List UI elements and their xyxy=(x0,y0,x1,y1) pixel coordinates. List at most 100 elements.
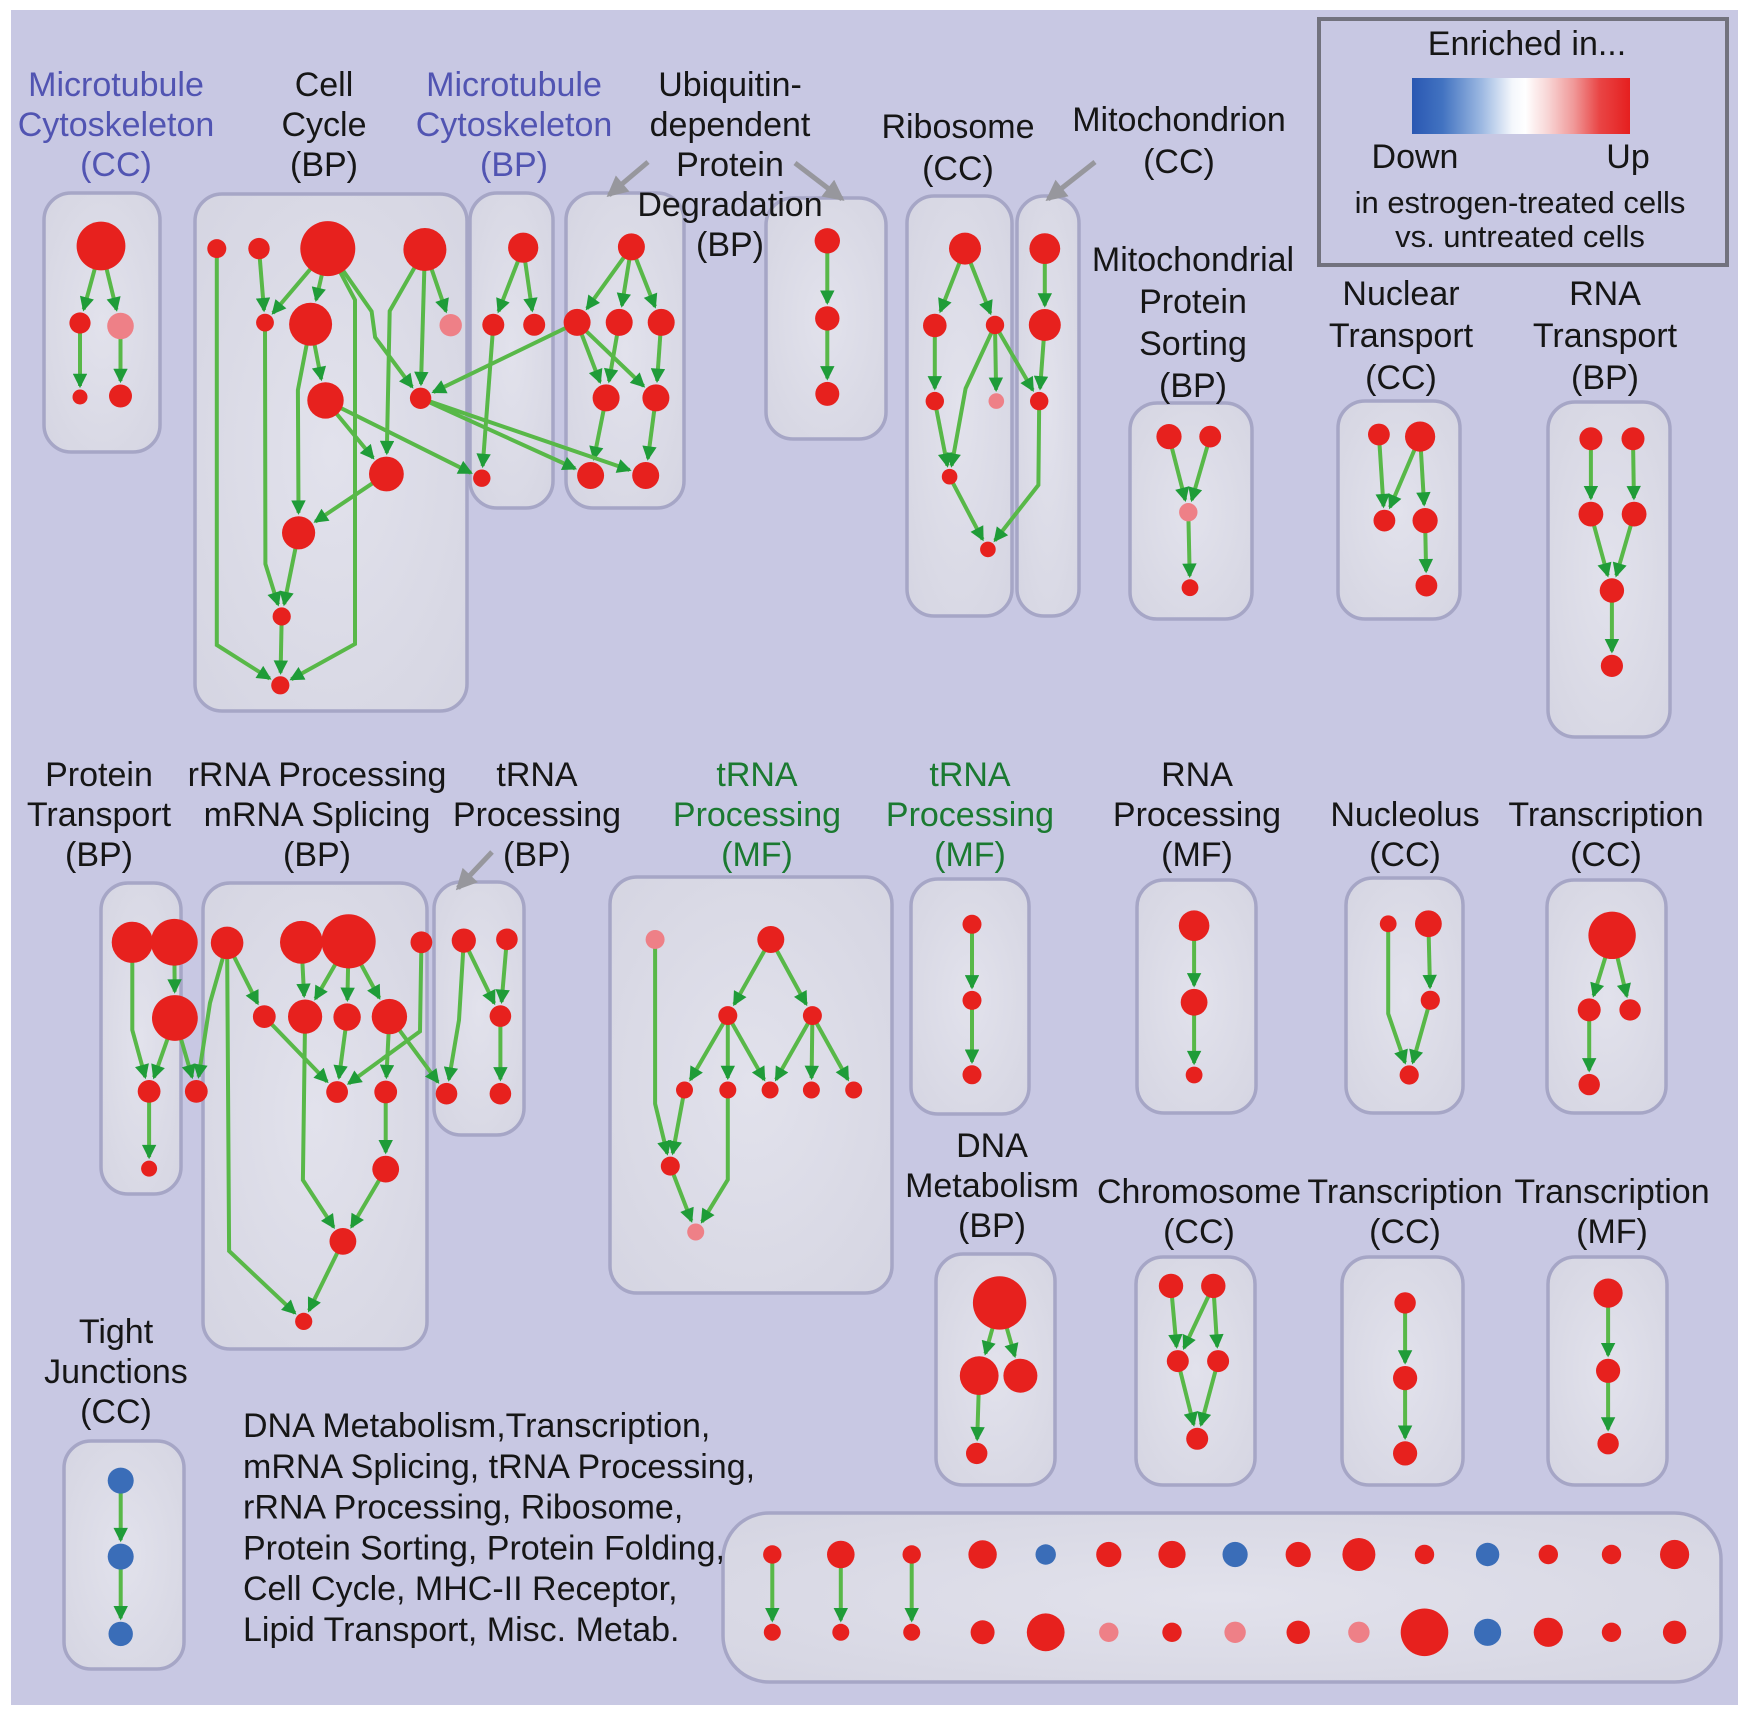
node-ub3l-red xyxy=(592,384,620,412)
node-tj1-blue xyxy=(107,1467,134,1494)
node-rr9-red xyxy=(326,1081,348,1103)
node-nu2-red xyxy=(1415,910,1442,938)
nodes-layer xyxy=(69,221,1690,1657)
node-mi3-red xyxy=(1030,391,1049,411)
cluster-label-line: mRNA Splicing xyxy=(204,796,431,834)
node-nt4-red xyxy=(1412,507,1438,534)
node-tm9-red xyxy=(845,1081,863,1099)
cluster-label-tc: Transcription(CC) xyxy=(1508,796,1703,874)
node-ch4-red xyxy=(1207,1350,1230,1373)
node-ch3-red xyxy=(1166,1350,1189,1373)
legend-up-label: Up xyxy=(1606,138,1649,176)
edge-nu3-nu4 xyxy=(1409,999,1433,1065)
node-tm3-red xyxy=(718,1006,738,1026)
node-tb4-red xyxy=(435,1082,458,1105)
cluster-label-line: RNA xyxy=(1569,275,1641,313)
cluster-label-line: Protein xyxy=(45,756,153,794)
node-bm9b-red xyxy=(1286,1620,1310,1645)
cluster-label-line: Mitochondrial xyxy=(1092,241,1294,279)
edge-rr4-rr9 xyxy=(346,942,424,1086)
node-rb4-red xyxy=(925,391,944,411)
cluster-label-line: Cycle xyxy=(281,106,366,144)
node-cc2-red xyxy=(248,237,270,260)
node-ub2l-red xyxy=(563,308,591,336)
node-rr8-red xyxy=(371,998,408,1035)
misc-category-text-line: Lipid Transport, Misc. Metab. xyxy=(243,1611,680,1649)
cluster-label-line: Chromosome xyxy=(1097,1173,1301,1211)
node-bm6b-pink xyxy=(1099,1622,1119,1643)
node-rp3-red xyxy=(1185,1066,1203,1084)
node-pt3-red xyxy=(152,995,198,1041)
cluster-label-rt: RNA Transport (BP) xyxy=(1533,275,1678,397)
cluster-label-line: (CC) xyxy=(1570,836,1642,874)
node-mc5-red xyxy=(109,384,132,408)
cluster-label-ub: Ubiquitin-dependentProteinDegradation(BP… xyxy=(637,66,822,264)
edge-cc6-cc11 xyxy=(291,323,313,515)
node-tc3-red xyxy=(1619,999,1641,1021)
edge-cc3-cc13 xyxy=(289,247,357,681)
cluster-label-line: Processing xyxy=(453,796,621,834)
node-dm4-red xyxy=(966,1442,988,1465)
node-ts1-red xyxy=(962,914,982,934)
misc-category-text-line: mRNA Splicing, tRNA Processing, xyxy=(243,1448,755,1486)
cluster-box-rt xyxy=(1546,400,1672,739)
node-tm6-red xyxy=(719,1081,737,1099)
cluster-label-line: Ribosome xyxy=(881,108,1034,146)
edge-tm4-tm8 xyxy=(804,1015,819,1081)
cluster-label-line: DNA xyxy=(956,1127,1028,1165)
node-bm10b-pink xyxy=(1348,1621,1370,1644)
cluster-label-line: (MF) xyxy=(934,836,1006,874)
node-mi1-red xyxy=(1029,233,1061,264)
node-nt2-red xyxy=(1405,421,1436,452)
node-nu3-red xyxy=(1420,990,1440,1010)
node-tj2-blue xyxy=(107,1543,134,1570)
node-ch1-red xyxy=(1158,1273,1184,1299)
cluster-label-line: Tight xyxy=(79,1313,154,1351)
cluster-labels-layer: MicrotubuleCytoskeleton(CC)CellCycle(BP)… xyxy=(18,66,1710,1431)
edge-tm3-tm5 xyxy=(688,1014,730,1082)
node-tm7-red xyxy=(761,1081,779,1099)
cluster-label-line: (BP) xyxy=(503,836,571,874)
edge-nu1-nu4 xyxy=(1386,923,1408,1065)
cluster-label-rb: Ribosome (CC) xyxy=(881,108,1034,188)
node-bm14t-red xyxy=(1601,1544,1622,1565)
cluster-label-line: tRNA xyxy=(496,756,578,794)
node-ub2m-red xyxy=(605,308,633,336)
node-bm5b-red xyxy=(1026,1613,1065,1652)
cluster-label-line: (BP) xyxy=(283,836,351,874)
edge-tm1-tm10 xyxy=(653,939,672,1156)
node-mt4-red xyxy=(473,469,491,487)
node-bm5t-blue xyxy=(1035,1544,1056,1565)
cluster-label-line: Processing xyxy=(1113,796,1281,834)
node-cc9-red xyxy=(307,382,344,419)
node-bm11b-red xyxy=(1400,1608,1449,1657)
node-uc3-red xyxy=(815,381,840,406)
node-pt4-red xyxy=(137,1080,161,1103)
cluster-label-line: Degradation xyxy=(637,186,822,224)
node-nu4-red xyxy=(1399,1065,1419,1085)
cluster-label-line: Processing xyxy=(673,796,841,834)
node-rb3-red xyxy=(985,315,1005,335)
node-bm11t-red xyxy=(1414,1544,1435,1565)
legend-down-label: Down xyxy=(1372,138,1459,176)
cluster-label-line: (CC) xyxy=(80,146,152,184)
node-ts2-red xyxy=(962,990,982,1010)
legend-gradient-bar xyxy=(1412,78,1630,134)
cluster-box-tc xyxy=(1545,878,1668,1115)
cluster-label-ch: Chromosome(CC) xyxy=(1097,1173,1301,1251)
node-ms3-pink xyxy=(1179,503,1198,522)
node-ms4-red xyxy=(1181,579,1199,597)
cluster-label-mi: Mitochondrion (CC) xyxy=(1072,101,1286,181)
edge-cc4-cc8 xyxy=(414,249,429,387)
node-bm9t-red xyxy=(1285,1541,1311,1568)
cluster-label-line: Microtubule xyxy=(28,66,204,104)
node-ub2r-red xyxy=(647,308,675,336)
edge-rb3-mi3 xyxy=(993,323,1035,392)
node-rr7-red xyxy=(333,1003,361,1031)
legend-title: Enriched in... xyxy=(1428,25,1626,63)
cluster-label-line: tRNA xyxy=(929,756,1011,794)
